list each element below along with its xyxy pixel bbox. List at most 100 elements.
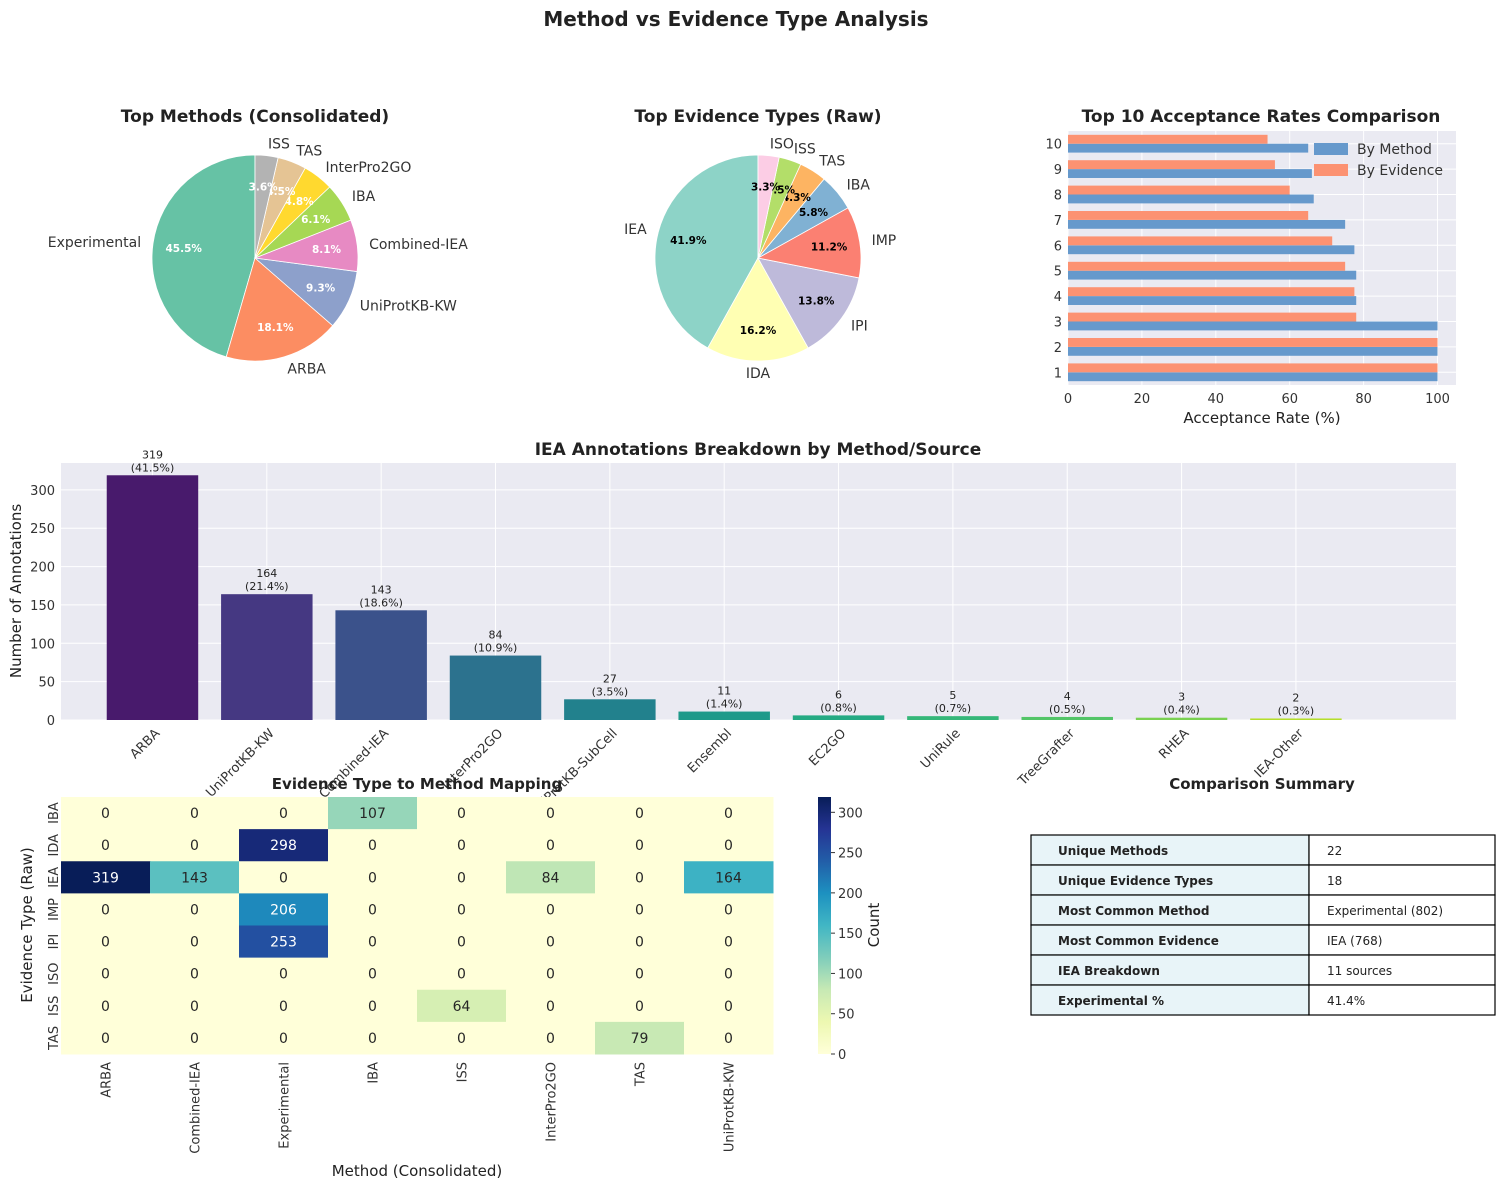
heatmap-cell (417, 829, 507, 862)
acceptance-bar-evidence (1068, 211, 1309, 220)
heatmap-cell-value: 0 (635, 999, 644, 1015)
heatmap-cell (506, 1021, 596, 1055)
iea-bar (106, 475, 199, 720)
heatmap-cell-value: 79 (631, 1031, 649, 1047)
acceptance-bar-method (1068, 245, 1355, 255)
heatmap-cell (417, 957, 507, 991)
summary-title: Comparison Summary (1169, 775, 1355, 793)
heatmap-cell-value: 0 (279, 999, 288, 1015)
iea-pct-label: (3.5%) (592, 685, 629, 698)
heatmap-cell (506, 989, 596, 1023)
iea-pct-label: (0.7%) (935, 702, 972, 715)
heatmap-cell-value: 0 (368, 902, 377, 918)
iea-xtick: IEA-Other (1252, 726, 1307, 781)
methods-pie-pct-label: 3.6% (249, 182, 279, 194)
evidence-pie-slice (654, 154, 759, 349)
heatmap-cell (684, 1021, 774, 1055)
heatmap-cell-value: 0 (724, 999, 733, 1015)
heatmap-cell (595, 925, 685, 959)
heatmap-ytick: IDA (47, 834, 62, 857)
acceptance-title: Top 10 Acceptance Rates Comparison (1082, 107, 1441, 127)
heatmap-cell (61, 989, 151, 1023)
heatmap-cell (239, 861, 329, 894)
summary-label: IEA Breakdown (1058, 964, 1160, 978)
heatmap-cell (595, 957, 685, 991)
iea-pct-label: (18.6%) (359, 596, 403, 609)
iea-bar (1021, 716, 1113, 720)
iea-bar (907, 716, 999, 720)
heatmap-cell-value: 0 (635, 902, 644, 918)
iea-pct-label: (0.5%) (1049, 703, 1086, 716)
heatmap-cell (417, 797, 507, 830)
heatmap-cell (417, 925, 507, 959)
evidence-pie-title: Top Evidence Types (Raw) (634, 107, 881, 127)
heatmap-cell (595, 861, 685, 894)
heatmap-cell-value: 0 (724, 902, 733, 918)
heatmap-xtick: UniProtKB-KW (723, 1062, 738, 1152)
colorbar-tick: 0 (838, 1048, 846, 1063)
iea-panel: IEA Annotations Breakdown by Method/Sour… (7, 440, 1456, 820)
heatmap-cell (506, 829, 596, 862)
acceptance-ytick: 3 (1054, 316, 1062, 331)
iea-pct-label: (0.4%) (1163, 704, 1200, 717)
methods-pie-label: IBA (352, 189, 376, 205)
acceptance-ytick: 10 (1045, 138, 1062, 153)
heatmap-cell-value: 0 (101, 838, 110, 854)
heatmap-cell-value: 0 (190, 935, 199, 951)
heatmap-cell-value: 0 (368, 1031, 377, 1047)
acceptance-bar-method (1068, 270, 1357, 280)
iea-bar (678, 711, 770, 720)
heatmap-cell-value: 319 (92, 870, 119, 886)
iea-xtick: ARBA (127, 726, 163, 762)
heatmap-cell (328, 989, 418, 1023)
methods-pie-pct-label: 6.1% (301, 214, 331, 226)
methods-pie-label: InterPro2GO (326, 160, 412, 176)
legend-label: By Method (1357, 142, 1432, 158)
acceptance-ytick: 6 (1054, 239, 1062, 254)
iea-pct-label: (41.5%) (131, 461, 175, 474)
heatmap-ytick: ISS (47, 996, 62, 1016)
acceptance-bar-method (1068, 346, 1438, 356)
heatmap-cell-value: 0 (190, 806, 199, 822)
heatmap-cell (328, 829, 418, 862)
legend-swatch (1314, 143, 1348, 155)
acceptance-bar-method (1068, 321, 1438, 331)
acceptance-bar-method (1068, 169, 1312, 178)
heatmap-cell (239, 893, 329, 926)
iea-pct-label: (0.3%) (1278, 704, 1315, 717)
heatmap-xtick: ARBA (100, 1062, 115, 1098)
summary-label: Most Common Method (1058, 904, 1209, 918)
heatmap-cell-value: 0 (101, 967, 110, 983)
heatmap-cell (328, 925, 418, 959)
acceptance-ytick: 5 (1054, 265, 1062, 280)
iea-xtick: UniRule (918, 726, 964, 772)
heatmap-cell (61, 797, 151, 830)
iea-bars: 319(41.5%) 164(21.4%) 143(18.6%) 84(10.9%) 2… (106, 448, 1342, 720)
acceptance-bar-evidence (1068, 185, 1290, 195)
methods-pie-pct-label: 18.1% (257, 322, 294, 334)
heatmap-xtick: IBA (367, 1062, 382, 1084)
acceptance-ytick: 7 (1054, 214, 1062, 229)
evidence-pie-label: IDA (746, 366, 771, 382)
summary-value: IEA (768) (1327, 934, 1382, 948)
heatmap-cell (150, 797, 240, 830)
heatmap-cell-value: 64 (453, 999, 471, 1015)
iea-value-label: 319 (142, 448, 163, 461)
heatmap-panel: Evidence Type to Method Mapping 0 0 0 107 0 0… (18, 775, 883, 1180)
methods-pie-pct-label: 4.8% (285, 196, 315, 208)
heatmap-cell (684, 989, 774, 1023)
heatmap-cell-value: 0 (457, 967, 466, 983)
heatmap-cell-value: 0 (724, 806, 733, 822)
heatmap-cell-value: 0 (635, 806, 644, 822)
colorbar-tick: 150 (838, 927, 863, 942)
iea-bar (449, 655, 542, 720)
acceptance-bar-method (1068, 219, 1346, 229)
iea-value-label: 27 (603, 672, 617, 685)
heatmap-cell-value: 0 (457, 838, 466, 854)
acceptance-ytick: 4 (1054, 290, 1062, 305)
heatmap-ytick: IPI (47, 934, 62, 950)
evidence-pie-label: TAS (818, 154, 845, 170)
heatmap-cell (684, 893, 774, 926)
methods-pie-label: ISS (268, 137, 290, 153)
